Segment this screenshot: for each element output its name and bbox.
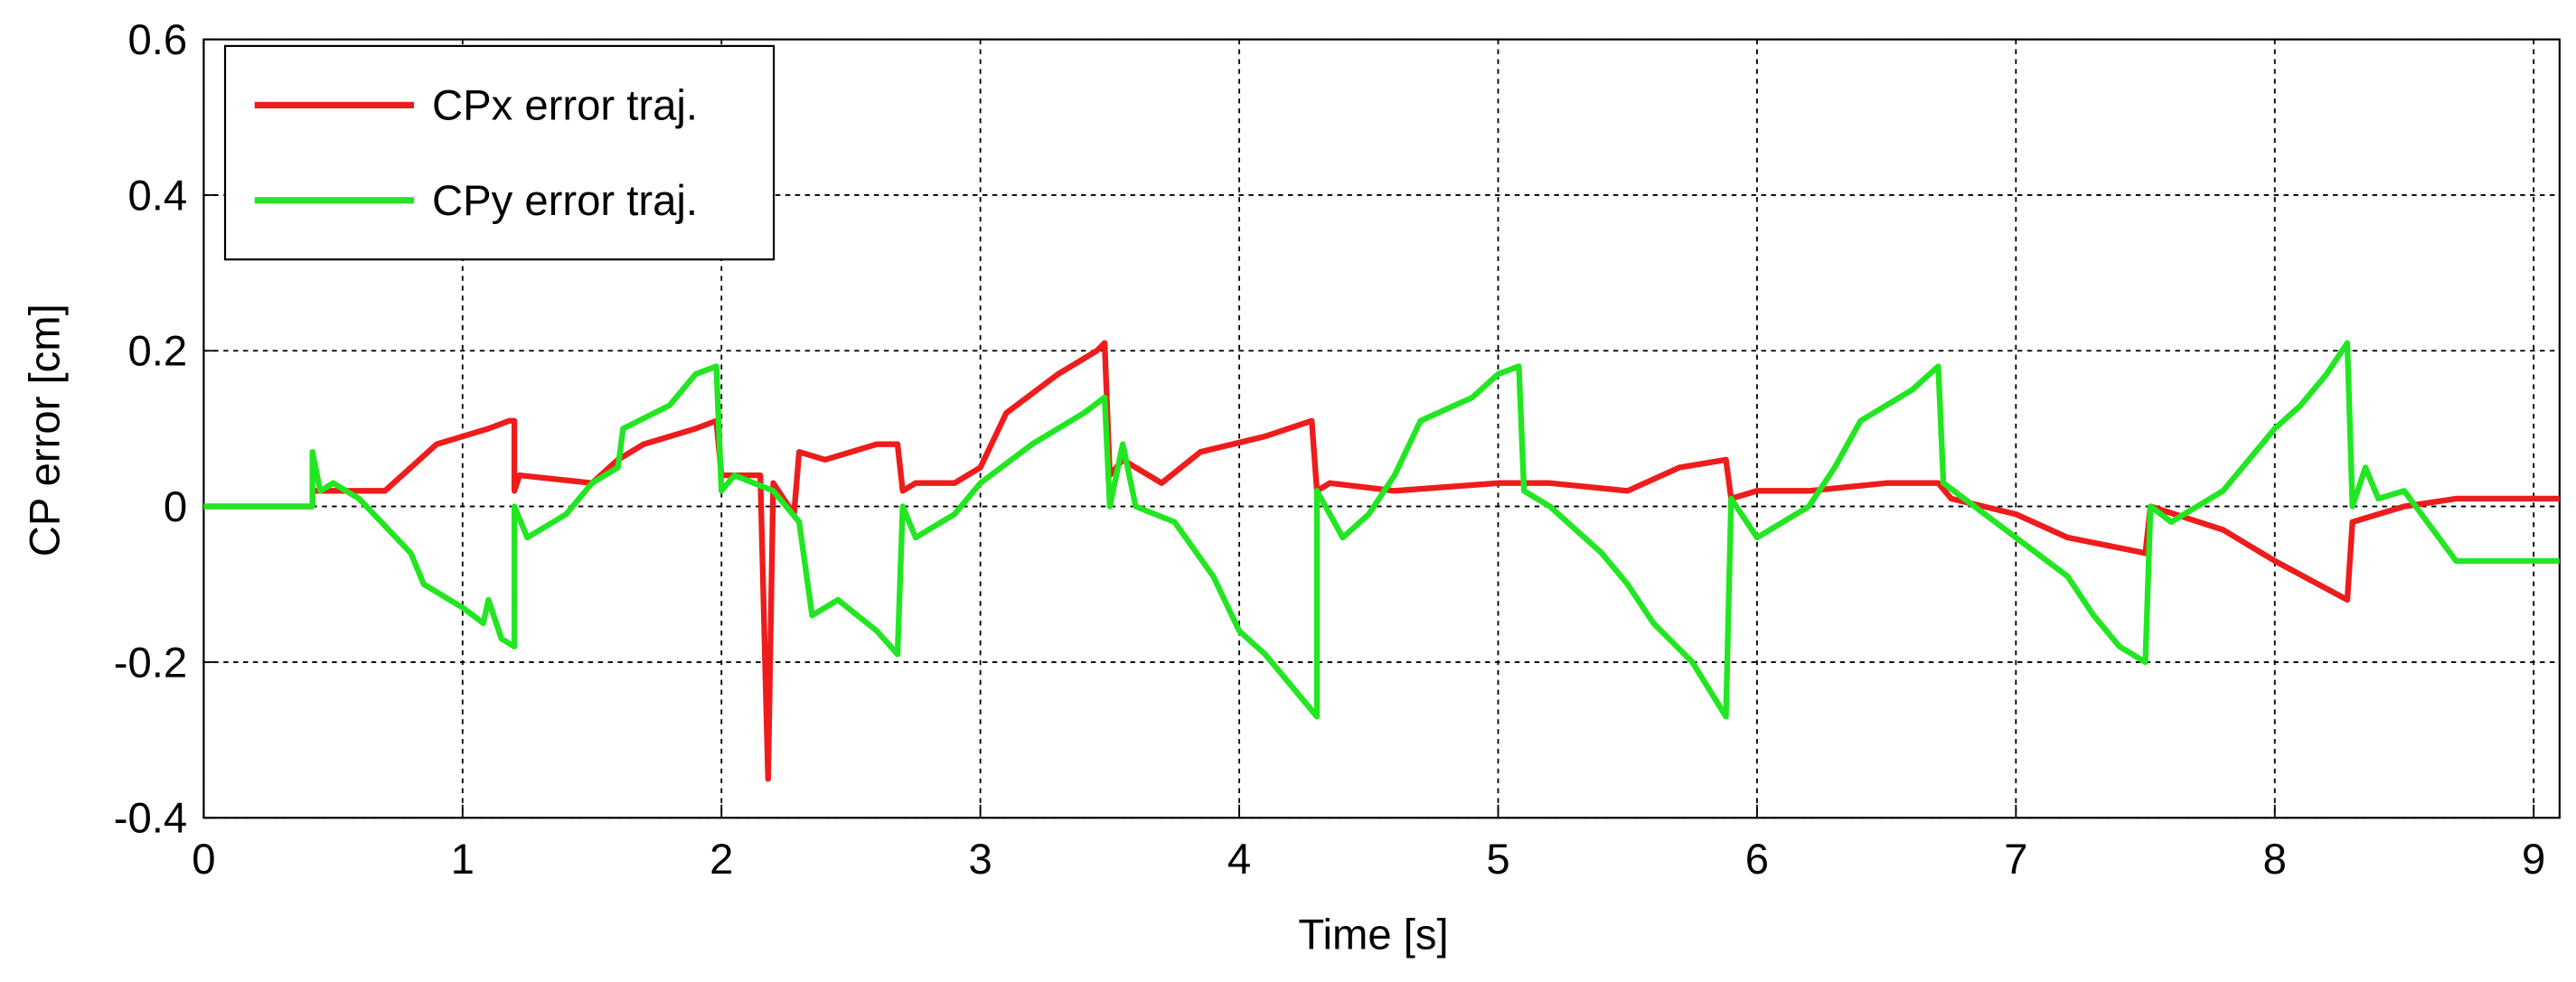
- y-tick-label: 0: [164, 483, 187, 531]
- legend-label: CPy error traj.: [432, 177, 698, 225]
- x-tick-label: 2: [710, 836, 733, 884]
- x-tick-label: 3: [969, 836, 992, 884]
- legend-label: CPx error traj.: [432, 82, 698, 130]
- y-tick-label: 0.6: [128, 16, 188, 64]
- x-tick-label: 8: [2263, 836, 2287, 884]
- x-axis-label: Time [s]: [1298, 912, 1448, 959]
- x-tick-label: 4: [1227, 836, 1251, 884]
- legend-box: [223, 44, 776, 261]
- axes-frame: [202, 38, 2561, 819]
- y-tick-label: 0.2: [128, 328, 188, 376]
- series-line: [203, 340, 2560, 782]
- y-tick-label: -0.2: [114, 639, 187, 687]
- x-tick-label: 1: [451, 836, 475, 884]
- series-line: [203, 340, 2560, 720]
- x-tick-label: 5: [1486, 836, 1509, 884]
- y-axis-label: CP error [cm]: [21, 304, 69, 556]
- x-tick-label: 6: [1745, 836, 1769, 884]
- y-tick-label: -0.4: [114, 795, 187, 843]
- x-tick-label: 0: [192, 836, 215, 884]
- x-tick-label: 7: [2004, 836, 2027, 884]
- y-tick-label: 0.4: [128, 172, 188, 220]
- x-tick-label: 9: [2522, 836, 2545, 884]
